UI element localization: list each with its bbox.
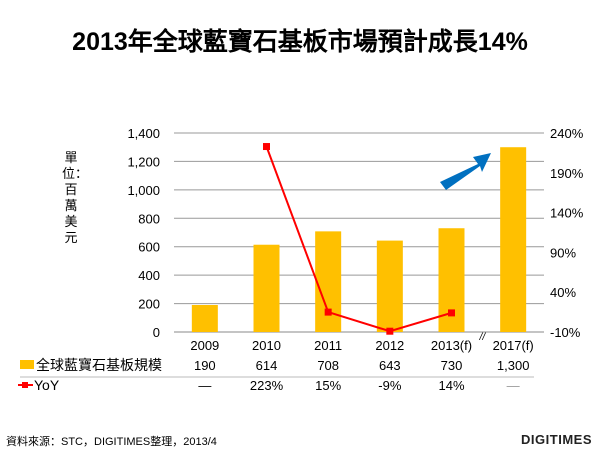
table-value: 223% xyxy=(250,378,284,393)
bar-2012 xyxy=(376,240,403,332)
legend-bar-label: 全球藍寶石基板規模 xyxy=(36,357,162,373)
y-tick-label: 200 xyxy=(138,297,160,312)
bar-2010 xyxy=(253,244,280,332)
table-value: 15% xyxy=(315,378,341,393)
y-tick-label: 1,400 xyxy=(127,126,160,141)
x-tick-label: 2017(f) xyxy=(493,338,534,353)
y2-tick-label: 90% xyxy=(550,245,576,260)
y-tick-label: 1,200 xyxy=(127,154,160,169)
y-tick-label: 600 xyxy=(138,240,160,255)
table-value: 708 xyxy=(317,358,339,373)
x-tick-label: 2009 xyxy=(190,338,219,353)
x-tick-label: 2012 xyxy=(375,338,404,353)
chart-title: 2013年全球藍寶石基板市場預計成長14% xyxy=(72,28,528,56)
table-value: -9% xyxy=(378,378,402,393)
y-tick-label: 0 xyxy=(153,325,160,340)
bar-2017(f) xyxy=(500,147,527,332)
axis-break-mark: // xyxy=(479,332,487,343)
yoy-marker xyxy=(263,143,270,151)
table-value: 190 xyxy=(194,358,216,373)
yoy-line xyxy=(265,146,452,333)
y2-tick-label: 40% xyxy=(550,285,576,300)
digitimes-logo: DIGITIMES xyxy=(521,432,592,447)
table-value: 614 xyxy=(256,358,278,373)
legend-line-label: YoY xyxy=(34,377,60,393)
table-value: 14% xyxy=(438,378,464,393)
yoy-marker xyxy=(324,308,332,316)
legend-line-marker xyxy=(22,382,28,388)
yoy-marker xyxy=(386,327,394,335)
table-value: 643 xyxy=(379,358,401,373)
yoy-marker xyxy=(448,309,455,317)
y-tick-label: 400 xyxy=(138,268,160,283)
y-tick-label: 1,000 xyxy=(127,183,160,198)
table-value: 730 xyxy=(441,358,463,373)
table-value: — xyxy=(198,378,211,393)
x-tick-label: 2011 xyxy=(314,338,342,353)
table-value: — xyxy=(507,378,520,393)
y2-tick-label: -10% xyxy=(550,325,581,340)
y2-tick-label: 190% xyxy=(550,166,584,181)
legend-bar-swatch xyxy=(20,360,34,369)
y-tick-label: 800 xyxy=(138,211,160,226)
bar-2009 xyxy=(191,304,218,332)
y2-tick-label: 240% xyxy=(550,126,584,141)
bar-2011 xyxy=(315,231,342,332)
source-note: 資料來源：STC，DIGITIMES整理，2013/4 xyxy=(6,436,217,448)
x-tick-label: 2013(f) xyxy=(431,338,472,353)
table-value: 1,300 xyxy=(497,358,530,373)
y2-tick-label: 140% xyxy=(550,206,584,221)
x-tick-label: 2010 xyxy=(252,338,281,353)
growth-arrow-icon xyxy=(440,153,491,190)
